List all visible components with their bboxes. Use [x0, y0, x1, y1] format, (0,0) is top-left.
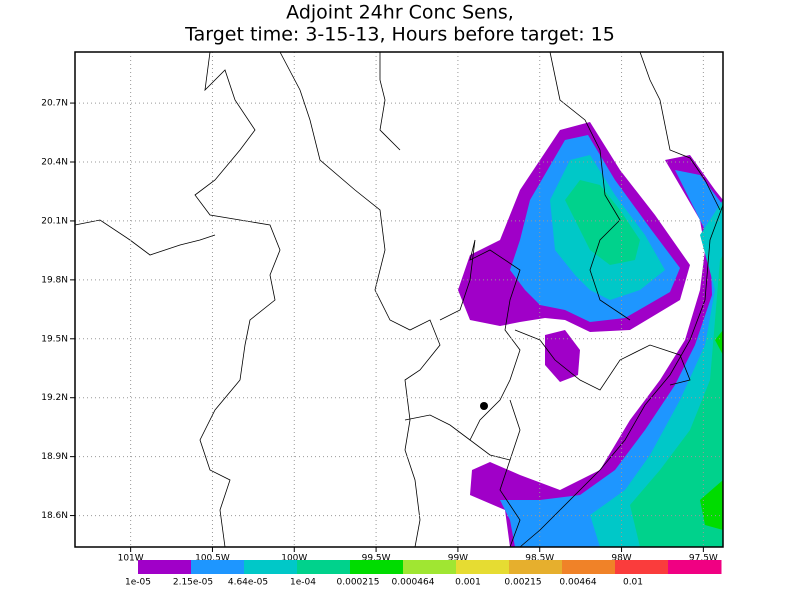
x-tick-label: 98W	[611, 554, 631, 564]
x-tick-label: 99.5W	[362, 554, 391, 564]
y-tick-label: 19.5N	[41, 334, 68, 344]
subtitle: Target time: 3-15-13, Hours before targe…	[184, 24, 615, 46]
colorbar-box	[615, 560, 669, 574]
target-marker	[480, 402, 488, 410]
sensitivity-field	[458, 122, 723, 547]
colorbar-box	[244, 560, 298, 574]
y-tick-label: 18.9N	[41, 452, 68, 462]
x-tick-label: 99W	[448, 554, 468, 564]
x-tick-label: 98.5W	[525, 554, 554, 564]
colorbar-box	[403, 560, 457, 574]
title: Adjoint 24hr Conc Sens,	[286, 2, 514, 24]
colorbar-label: 0.01	[623, 578, 643, 588]
x-tick-label: 101W	[118, 554, 144, 564]
colorbar-box	[456, 560, 510, 574]
colorbar-label: 1e-05	[125, 578, 151, 588]
boundaries	[74, 51, 724, 548]
colorbar-box	[350, 560, 404, 574]
colorbar-label: 0.000464	[392, 578, 435, 588]
y-tick-label: 19.2N	[41, 393, 68, 403]
colorbar-box	[668, 560, 722, 574]
colorbar-label: 0.000215	[337, 578, 380, 588]
colorbar-label: 4.64e-05	[228, 578, 268, 588]
colorbar-label: 0.001	[455, 578, 481, 588]
colorbar-box	[562, 560, 616, 574]
y-tick-label: 20.4N	[41, 158, 68, 168]
colorbar-label: 0.00464	[559, 578, 596, 588]
x-tick-label: 97.5W	[689, 554, 718, 564]
colorbar-label: 1e-04	[290, 578, 316, 588]
y-tick-label: 20.1N	[41, 216, 68, 226]
colorbar-box	[297, 560, 351, 574]
x-tick-label: 100.5W	[195, 554, 230, 564]
y-tick-label: 18.6N	[41, 511, 68, 521]
colorbar-box	[191, 560, 245, 574]
colorbar-label: 2.15e-05	[173, 578, 213, 588]
colorbar-box	[509, 560, 563, 574]
plot-frame	[74, 51, 724, 548]
y-tick-label: 20.7N	[41, 99, 68, 109]
colorbar-label: 0.00215	[504, 578, 541, 588]
y-tick-label: 19.8N	[41, 275, 68, 285]
x-tick-label: 100W	[281, 554, 307, 564]
colorbar-box	[138, 560, 192, 574]
